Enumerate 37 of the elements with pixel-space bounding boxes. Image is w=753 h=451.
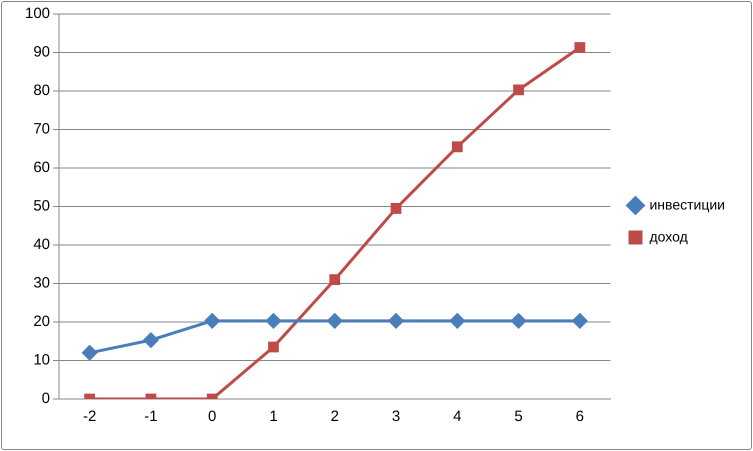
point: [327, 313, 342, 328]
point: [452, 141, 463, 152]
point: [572, 313, 588, 328]
x-tick-label: -2: [82, 408, 96, 426]
y-tick-label: 90: [33, 44, 50, 61]
point: [511, 313, 526, 328]
point: [513, 84, 524, 96]
x-tick-label: 5: [514, 408, 523, 426]
x-tick-label: 2: [330, 408, 339, 426]
y-tick-label: 50: [33, 198, 50, 215]
y-tick-label: 30: [33, 274, 50, 292]
point: [143, 332, 158, 348]
point: [450, 313, 465, 328]
x-tick-label: -1: [144, 408, 158, 426]
point: [82, 345, 98, 360]
point: [388, 313, 404, 328]
point: [268, 342, 279, 352]
y-tick-label: 20: [33, 313, 50, 330]
y-tick-label: 10: [33, 352, 50, 369]
x-tick-label: 6: [576, 408, 584, 426]
y-tick-label: 0: [42, 390, 50, 408]
x-tick-label: 3: [392, 408, 400, 426]
point: [574, 42, 586, 53]
y-tick-label: 80: [33, 82, 50, 100]
y-tick-label: 70: [33, 120, 50, 138]
point: [266, 313, 281, 328]
point: [204, 313, 220, 328]
y-tick-label: 40: [33, 236, 50, 254]
point: [390, 203, 402, 214]
point: [329, 274, 340, 286]
y-tick-label: 60: [33, 159, 50, 176]
x-tick-label: 0: [208, 408, 216, 426]
y-tick-label: 100: [24, 5, 50, 22]
legend-label: доход: [649, 228, 688, 244]
legend-label: инвестиции: [649, 196, 726, 212]
x-tick-label: 1: [269, 408, 278, 426]
x-tick-label: 4: [453, 408, 462, 426]
